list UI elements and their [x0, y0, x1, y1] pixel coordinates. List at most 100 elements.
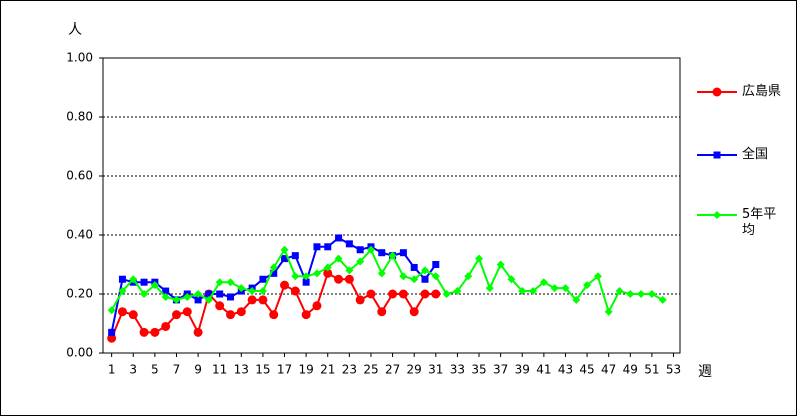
data-point [335, 234, 343, 242]
legend-label: 全国 [742, 147, 769, 162]
x-tick-label: 37 [493, 363, 508, 377]
x-tick-label: 15 [255, 363, 270, 377]
data-point [129, 275, 138, 284]
data-point [561, 284, 570, 293]
data-point [194, 290, 203, 298]
data-point [398, 289, 408, 299]
data-point [313, 243, 321, 251]
data-point [118, 275, 126, 283]
data-point [107, 333, 117, 343]
y-axis-label: 人 [68, 22, 82, 38]
data-point [259, 275, 267, 283]
x-tick-label: 3 [129, 363, 137, 377]
data-point [637, 290, 646, 298]
data-point [658, 295, 667, 304]
data-point [345, 240, 353, 248]
data-point [421, 275, 429, 283]
data-point [615, 287, 624, 296]
x-tick-label: 45 [579, 363, 594, 377]
x-tick-label: 49 [623, 363, 638, 377]
data-point [162, 287, 170, 295]
data-point [182, 307, 192, 317]
data-point [205, 290, 213, 298]
data-point [355, 295, 365, 305]
data-point [248, 287, 257, 296]
data-point [356, 257, 365, 266]
data-point [215, 301, 225, 311]
data-point [388, 251, 397, 260]
x-tick-label: 11 [212, 363, 227, 377]
data-point [150, 281, 159, 290]
data-point [280, 245, 289, 254]
data-point [291, 272, 300, 281]
data-point [377, 307, 387, 317]
x-tick-label: 51 [644, 363, 659, 377]
data-point [475, 254, 484, 263]
data-point [270, 269, 278, 277]
data-point [410, 263, 418, 271]
x-tick-label: 1 [108, 363, 116, 377]
legend-label: 5年平均 [742, 207, 777, 238]
data-point [128, 310, 138, 320]
data-point [409, 307, 419, 317]
x-tick-label: 13 [234, 363, 249, 377]
data-point [247, 295, 257, 305]
data-point [312, 301, 322, 311]
data-point [290, 286, 300, 296]
x-tick-label: 31 [428, 363, 443, 377]
x-tick-label: 5 [151, 363, 159, 377]
data-point [399, 272, 408, 281]
data-point [291, 252, 299, 260]
data-point [281, 255, 289, 263]
x-axis-label: 週 [698, 364, 712, 380]
y-tick-label: 0.00 [66, 346, 93, 360]
data-point [226, 310, 236, 320]
data-point [583, 281, 592, 290]
data-point [442, 290, 451, 298]
x-tick-label: 41 [536, 363, 551, 377]
data-point [312, 269, 321, 278]
data-point [377, 269, 386, 278]
data-point [378, 249, 386, 257]
data-point [227, 293, 235, 301]
y-tick-label: 1.00 [66, 51, 93, 65]
data-point [172, 295, 181, 304]
data-point [117, 307, 127, 317]
x-tick-label: 35 [471, 363, 486, 377]
data-point [366, 289, 376, 299]
y-tick-label: 0.80 [66, 110, 93, 124]
data-point [464, 272, 473, 281]
data-point [324, 243, 332, 251]
x-tick-label: 21 [320, 363, 335, 377]
x-tick-label: 9 [194, 363, 202, 377]
data-point [161, 292, 170, 301]
series-line [110, 247, 664, 315]
data-point [626, 290, 635, 298]
data-point [258, 287, 267, 296]
data-point [193, 327, 203, 337]
data-point [118, 287, 127, 296]
data-point [334, 254, 343, 263]
x-tick-label: 33 [450, 363, 465, 377]
x-tick-label: 29 [407, 363, 422, 377]
data-point [334, 274, 344, 284]
data-point [453, 287, 462, 296]
data-point [518, 287, 527, 296]
data-point [529, 287, 538, 296]
data-point [420, 266, 429, 275]
plot-area [102, 57, 681, 354]
data-point [150, 327, 160, 337]
data-point [410, 275, 419, 284]
data-point [226, 278, 235, 287]
data-point [431, 289, 441, 299]
legend-marker [713, 151, 721, 159]
data-point [431, 272, 440, 281]
x-tick-label: 47 [601, 363, 616, 377]
data-point [216, 290, 224, 298]
data-point [420, 289, 430, 299]
data-point [171, 310, 181, 320]
data-point [269, 263, 278, 272]
legend-marker [712, 87, 722, 97]
